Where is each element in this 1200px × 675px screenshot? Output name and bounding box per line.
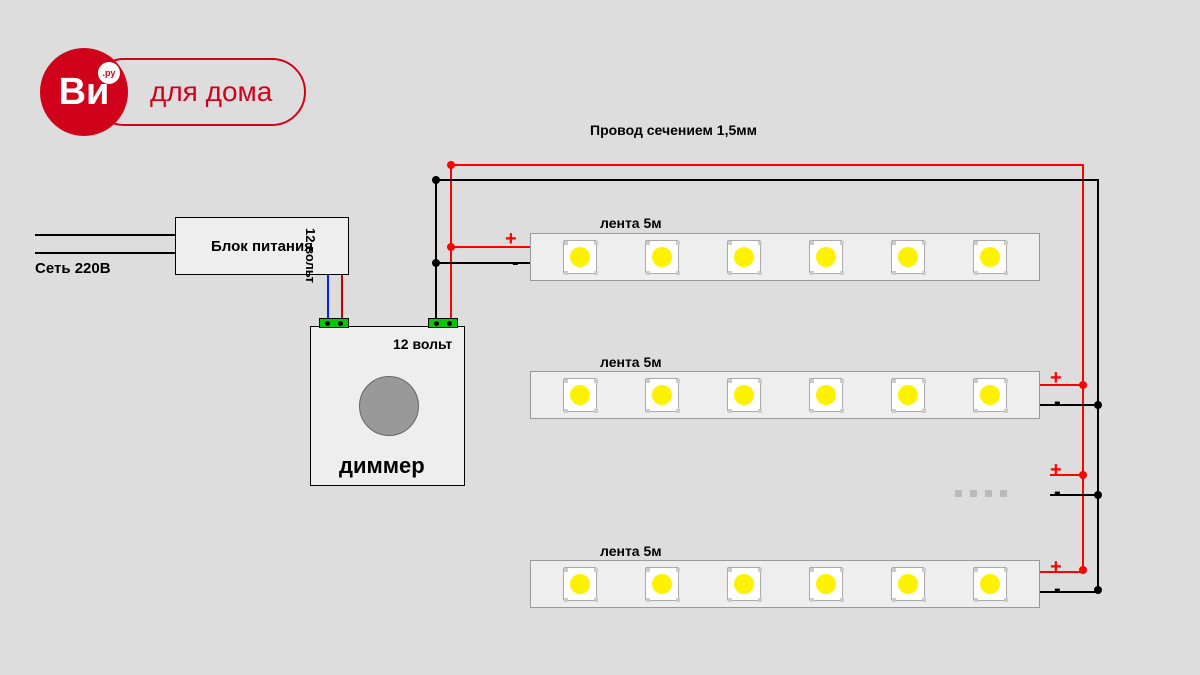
brand-logo: Ви .ру для дома — [40, 48, 306, 136]
twelve-volt-label: 12 вольт — [303, 228, 318, 283]
minus-sign: - — [1054, 391, 1061, 414]
led-strip — [530, 233, 1040, 281]
power-supply-block: Блок питания — [175, 217, 349, 275]
led-chip — [727, 567, 761, 601]
led-chip — [809, 567, 843, 601]
led-chip — [973, 240, 1007, 274]
logo-ru-badge: .ру — [98, 62, 120, 84]
minus-sign: - — [1054, 481, 1061, 504]
terminal-out — [428, 318, 458, 328]
dimmer-label: диммер — [339, 453, 425, 479]
wire-red-bus — [451, 165, 1083, 570]
led-chip — [563, 240, 597, 274]
strip-label: лента 5м — [600, 215, 662, 231]
logo-pill-text: для дома — [150, 76, 272, 108]
led-chip — [645, 240, 679, 274]
led-chip — [973, 378, 1007, 412]
led-chip — [645, 567, 679, 601]
junctions-red — [447, 161, 1087, 574]
led-chip — [973, 567, 1007, 601]
strip-label: лента 5м — [600, 543, 662, 559]
led-chip — [563, 378, 597, 412]
led-strip — [530, 371, 1040, 419]
led-chip — [809, 240, 843, 274]
plus-sign: + — [1050, 459, 1062, 482]
logo-circle: Ви .ру — [40, 48, 128, 136]
led-chip — [891, 378, 925, 412]
led-chip — [563, 567, 597, 601]
led-chip — [645, 378, 679, 412]
wire-note: Провод сечением 1,5мм — [590, 122, 757, 138]
minus-sign: - — [512, 252, 519, 275]
led-chip — [891, 567, 925, 601]
dimmer-knob — [359, 376, 419, 436]
led-chip — [891, 240, 925, 274]
minus-sign: - — [1054, 578, 1061, 601]
strip-label: лента 5м — [600, 354, 662, 370]
plus-sign: + — [1050, 367, 1062, 390]
led-chip — [809, 378, 843, 412]
terminal-in — [319, 318, 349, 328]
ellipsis-dots — [955, 490, 1007, 497]
mains-label: Сеть 220В — [35, 260, 111, 277]
led-strip — [530, 560, 1040, 608]
led-chip — [727, 240, 761, 274]
dimmer-block: 12 вольт диммер — [310, 326, 465, 486]
led-chip — [727, 378, 761, 412]
dimmer-volt-label: 12 вольт — [393, 336, 452, 352]
psu-label: Блок питания — [211, 238, 313, 255]
plus-sign: + — [505, 228, 517, 251]
plus-sign: + — [1050, 556, 1062, 579]
